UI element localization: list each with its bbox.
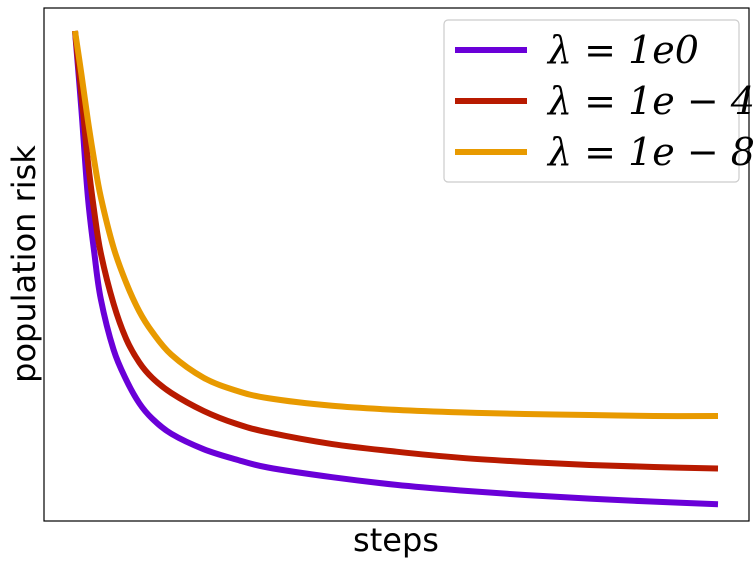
legend: λ = 1e0 λ = 1e − 4 λ = 1e − 8: [443, 19, 755, 183]
series-line-1: [72, 30, 719, 508]
series-line-3: [72, 30, 719, 420]
legend-label-2: λ = 1e − 4: [546, 79, 755, 123]
y-axis-label: population risk: [5, 145, 43, 383]
legend-label-1: λ = 1e0: [546, 28, 699, 72]
x-axis-label: steps: [353, 521, 439, 559]
series-layer: [72, 30, 719, 508]
legend-label-3: λ = 1e − 8: [546, 130, 755, 174]
series-line-2: [72, 30, 719, 472]
legend-box: [443, 19, 740, 183]
